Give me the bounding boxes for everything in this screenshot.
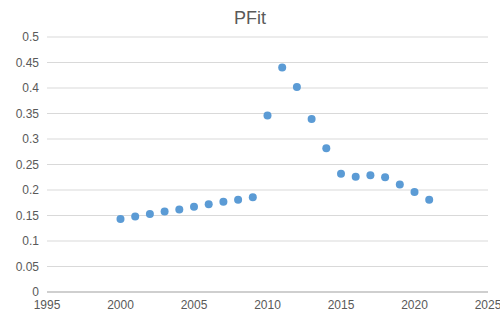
x-tick-label: 2010 — [254, 298, 281, 312]
x-tick-label: 2005 — [181, 298, 208, 312]
grid-line — [47, 215, 488, 216]
point — [146, 210, 154, 218]
x-tick-label: 2000 — [107, 298, 134, 312]
grid-line — [47, 190, 488, 191]
point — [264, 112, 272, 120]
grid-line — [47, 139, 488, 140]
point — [293, 83, 301, 91]
point — [396, 180, 404, 188]
y-tick-label: 0.4 — [22, 81, 39, 95]
x-axis-line — [47, 292, 488, 293]
chart-container: PFit 0 0.05 0.1 0.15 0.2 0.25 0.3 0.35 0.4 0.45 0.5… — [0, 0, 500, 313]
point — [425, 196, 433, 204]
point — [190, 203, 198, 211]
y-tick-label: 0.1 — [22, 234, 39, 248]
grid-line — [47, 37, 488, 38]
point — [278, 64, 286, 72]
x-tick-label: 1995 — [34, 298, 61, 312]
point — [366, 171, 374, 179]
y-tick-label: 0.35 — [16, 107, 40, 121]
y-tick-label: 0.45 — [16, 56, 40, 70]
grid-line — [47, 266, 488, 267]
title: PFit — [234, 8, 266, 28]
y-tick-label: 0.05 — [16, 260, 40, 274]
y-tick-label: 0.25 — [16, 158, 40, 172]
chart-svg: PFit 0 0.05 0.1 0.15 0.2 0.25 0.3 0.35 0.4 0.45 0.5… — [0, 0, 500, 313]
point — [219, 198, 227, 206]
point — [381, 173, 389, 181]
point — [411, 188, 419, 196]
y-tick-label: 0.3 — [22, 132, 39, 146]
grid-line — [47, 292, 488, 293]
x-tick-label: 2025 — [475, 298, 500, 312]
grid-line — [47, 241, 488, 242]
y-tick-label: 0.2 — [22, 183, 39, 197]
point — [131, 213, 139, 221]
point — [308, 115, 316, 123]
grid-line — [47, 164, 488, 165]
y-tick-label: 0 — [32, 285, 39, 299]
y-tick-label: 0.5 — [22, 30, 39, 44]
y-tick-label: 0.15 — [16, 209, 40, 223]
x-tick-label: 2015 — [328, 298, 355, 312]
x-tick-label: 2020 — [401, 298, 428, 312]
point — [249, 193, 257, 201]
grid-line — [47, 62, 488, 63]
point — [234, 196, 242, 204]
point — [352, 173, 360, 181]
point — [117, 215, 125, 223]
point — [161, 207, 169, 215]
points — [117, 64, 434, 223]
point — [337, 170, 345, 178]
point — [175, 205, 183, 213]
point — [322, 144, 330, 152]
point — [205, 200, 213, 208]
grid-line — [47, 88, 488, 89]
